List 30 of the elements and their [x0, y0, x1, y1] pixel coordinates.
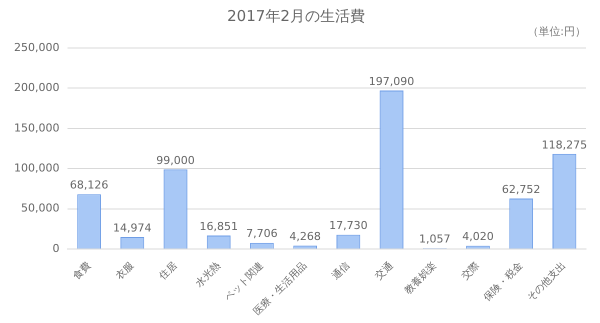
data-label: 197,090: [368, 74, 414, 88]
data-label: 1,057: [419, 232, 451, 246]
x-tick-label: 通信: [330, 260, 352, 282]
y-tick-label: 0: [52, 242, 60, 255]
x-tick-label: 住居: [158, 260, 180, 282]
y-tick-label: 100,000: [14, 161, 60, 174]
text: （単位:円）: [527, 24, 586, 39]
data-label: 17,730: [329, 219, 368, 232]
data-label: 4,020: [462, 230, 494, 244]
data-label: 99,000: [156, 154, 195, 167]
data-label: 14,974: [113, 221, 152, 234]
chart-title: 2017年2月の生活費: [227, 6, 365, 25]
y-tick-label: 200,000: [14, 81, 60, 94]
data-label: 4,268: [289, 230, 321, 243]
y-tick-label: 50,000: [20, 202, 60, 215]
x-tick-label: 交際: [459, 260, 482, 282]
x-tick-label: 衣服: [114, 260, 136, 282]
data-label: 7,706: [246, 227, 278, 240]
y-tick-label: 250,000: [14, 40, 60, 54]
x-tick-label: 水光熱: [192, 260, 223, 290]
x-tick-label: 食費: [70, 260, 94, 282]
x-tick-label: 保険・税金: [481, 260, 526, 304]
x-tick-label: 交通: [372, 260, 396, 282]
x-tick-label: その他支出: [524, 260, 568, 304]
data-label: 62,752: [502, 182, 540, 196]
y-tick-label: 150,000: [14, 121, 60, 134]
data-label: 68,126: [70, 178, 108, 192]
data-label: 16,851: [199, 220, 238, 233]
data-label: 118,275: [542, 138, 588, 152]
x-tick-label: 教養娯楽: [402, 260, 439, 296]
